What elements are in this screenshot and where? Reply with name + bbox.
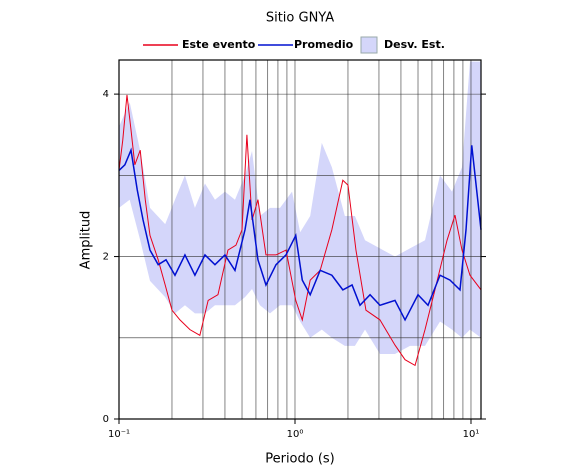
x-tick-label: 10¹ <box>463 429 480 440</box>
series-line <box>118 145 482 322</box>
legend-label: Desv. Est. <box>384 38 445 51</box>
series-line <box>118 94 482 367</box>
y-tick-label: 2 <box>103 252 109 263</box>
legend-swatch <box>360 36 378 54</box>
x-tick-label: 10⁻¹ <box>108 429 130 440</box>
legend-label: Este evento <box>182 38 256 51</box>
legend-label: Promedio <box>294 38 354 51</box>
x-tick-label: 10⁰ <box>287 429 304 440</box>
y-tick-label: 0 <box>103 414 109 425</box>
std-band <box>119 61 481 355</box>
y-axis-label: Amplitud <box>79 211 94 270</box>
x-axis-label: Periodo (s) <box>265 452 335 467</box>
y-tick-label: 4 <box>103 89 109 100</box>
chart-title: Sitio GNYA <box>266 11 334 26</box>
plot-frame <box>118 59 482 420</box>
